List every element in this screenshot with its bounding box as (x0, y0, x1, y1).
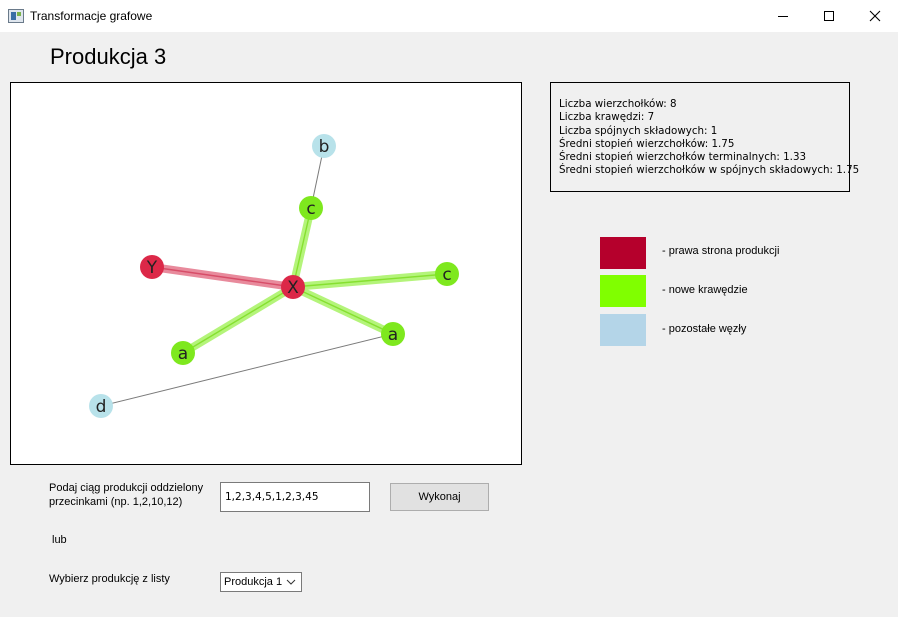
run-button[interactable]: Wykonaj (390, 483, 489, 511)
graph-node-c2 (435, 262, 459, 286)
close-icon (869, 10, 881, 22)
sequence-label: Podaj ciąg produkcji oddzielony przecink… (49, 482, 204, 508)
graph-node-d (89, 394, 113, 418)
stat-vertex-count: Liczba wierzchołków: 8 (559, 98, 677, 110)
graph-node-label: a (178, 344, 188, 364)
graph-node-label: c (306, 199, 315, 219)
graph-node-label: d (96, 397, 107, 417)
close-button[interactable] (852, 0, 898, 32)
graph-node-c1 (299, 196, 323, 220)
legend-swatch-new-edges (600, 275, 646, 307)
minimize-icon (778, 15, 788, 17)
legend-label-new-edges: - nowe krawędzie (662, 284, 748, 296)
graph-edge (151, 266, 294, 288)
graph-svg: X Yc c a a b d (89, 134, 459, 418)
sequence-input[interactable]: 1,2,3,4,5,1,2,3,45 (220, 482, 370, 512)
graph-node-label: X (287, 278, 299, 298)
graph-node-label: b (319, 137, 330, 157)
graph-node-b (312, 134, 336, 158)
graph-edge (292, 286, 394, 335)
chevron-down-icon (286, 579, 296, 585)
graph-node-label: c (442, 265, 451, 285)
stat-avg-terminal-degree: Średni stopień wierzchołków terminalnych… (559, 151, 807, 164)
graph-node-a2 (381, 322, 405, 346)
legend-swatch-production (600, 237, 646, 269)
graph-node-Y (140, 255, 164, 279)
graph-node-label: a (388, 325, 398, 345)
stats-panel: Liczba wierzchołków: 8 Liczba krawędzi: … (550, 82, 860, 192)
choose-production-label: Wybierz produkcję z listy (49, 573, 170, 585)
graph-edge (292, 273, 448, 288)
stat-components: Liczba spójnych składowych: 1 (559, 124, 718, 137)
stat-avg-degree: Średni stopień wierzchołków: 1.75 (559, 137, 735, 150)
page-title: Produkcja 3 (50, 44, 167, 69)
graph-node-a1 (171, 341, 195, 365)
graph-edge (182, 286, 294, 354)
maximize-icon (824, 11, 834, 21)
minimize-button[interactable] (760, 0, 806, 32)
window-title: Transformacje grafowe (30, 9, 153, 23)
or-label: lub (52, 534, 67, 546)
production-select-value: Produkcja 1 (224, 576, 283, 588)
legend-label-other-nodes: - pozostałe węzły (662, 323, 747, 335)
graph-edge (292, 207, 312, 288)
production-select[interactable]: Produkcja 1 (220, 572, 302, 592)
graph-node-label: Y (146, 258, 158, 278)
graph-edge (100, 333, 394, 407)
legend-label-production: - prawa strona produkcji (662, 245, 780, 257)
maximize-button[interactable] (806, 0, 852, 32)
title-bar: Transformacje grafowe (0, 0, 898, 32)
stat-edge-count: Liczba krawędzi: 7 (559, 111, 655, 124)
legend-swatch-other-nodes (600, 314, 646, 346)
app-icon (8, 9, 24, 23)
graph-node-X (281, 275, 305, 299)
stat-avg-component-degree: Średni stopień wierzchołków w spójnych s… (559, 164, 860, 177)
